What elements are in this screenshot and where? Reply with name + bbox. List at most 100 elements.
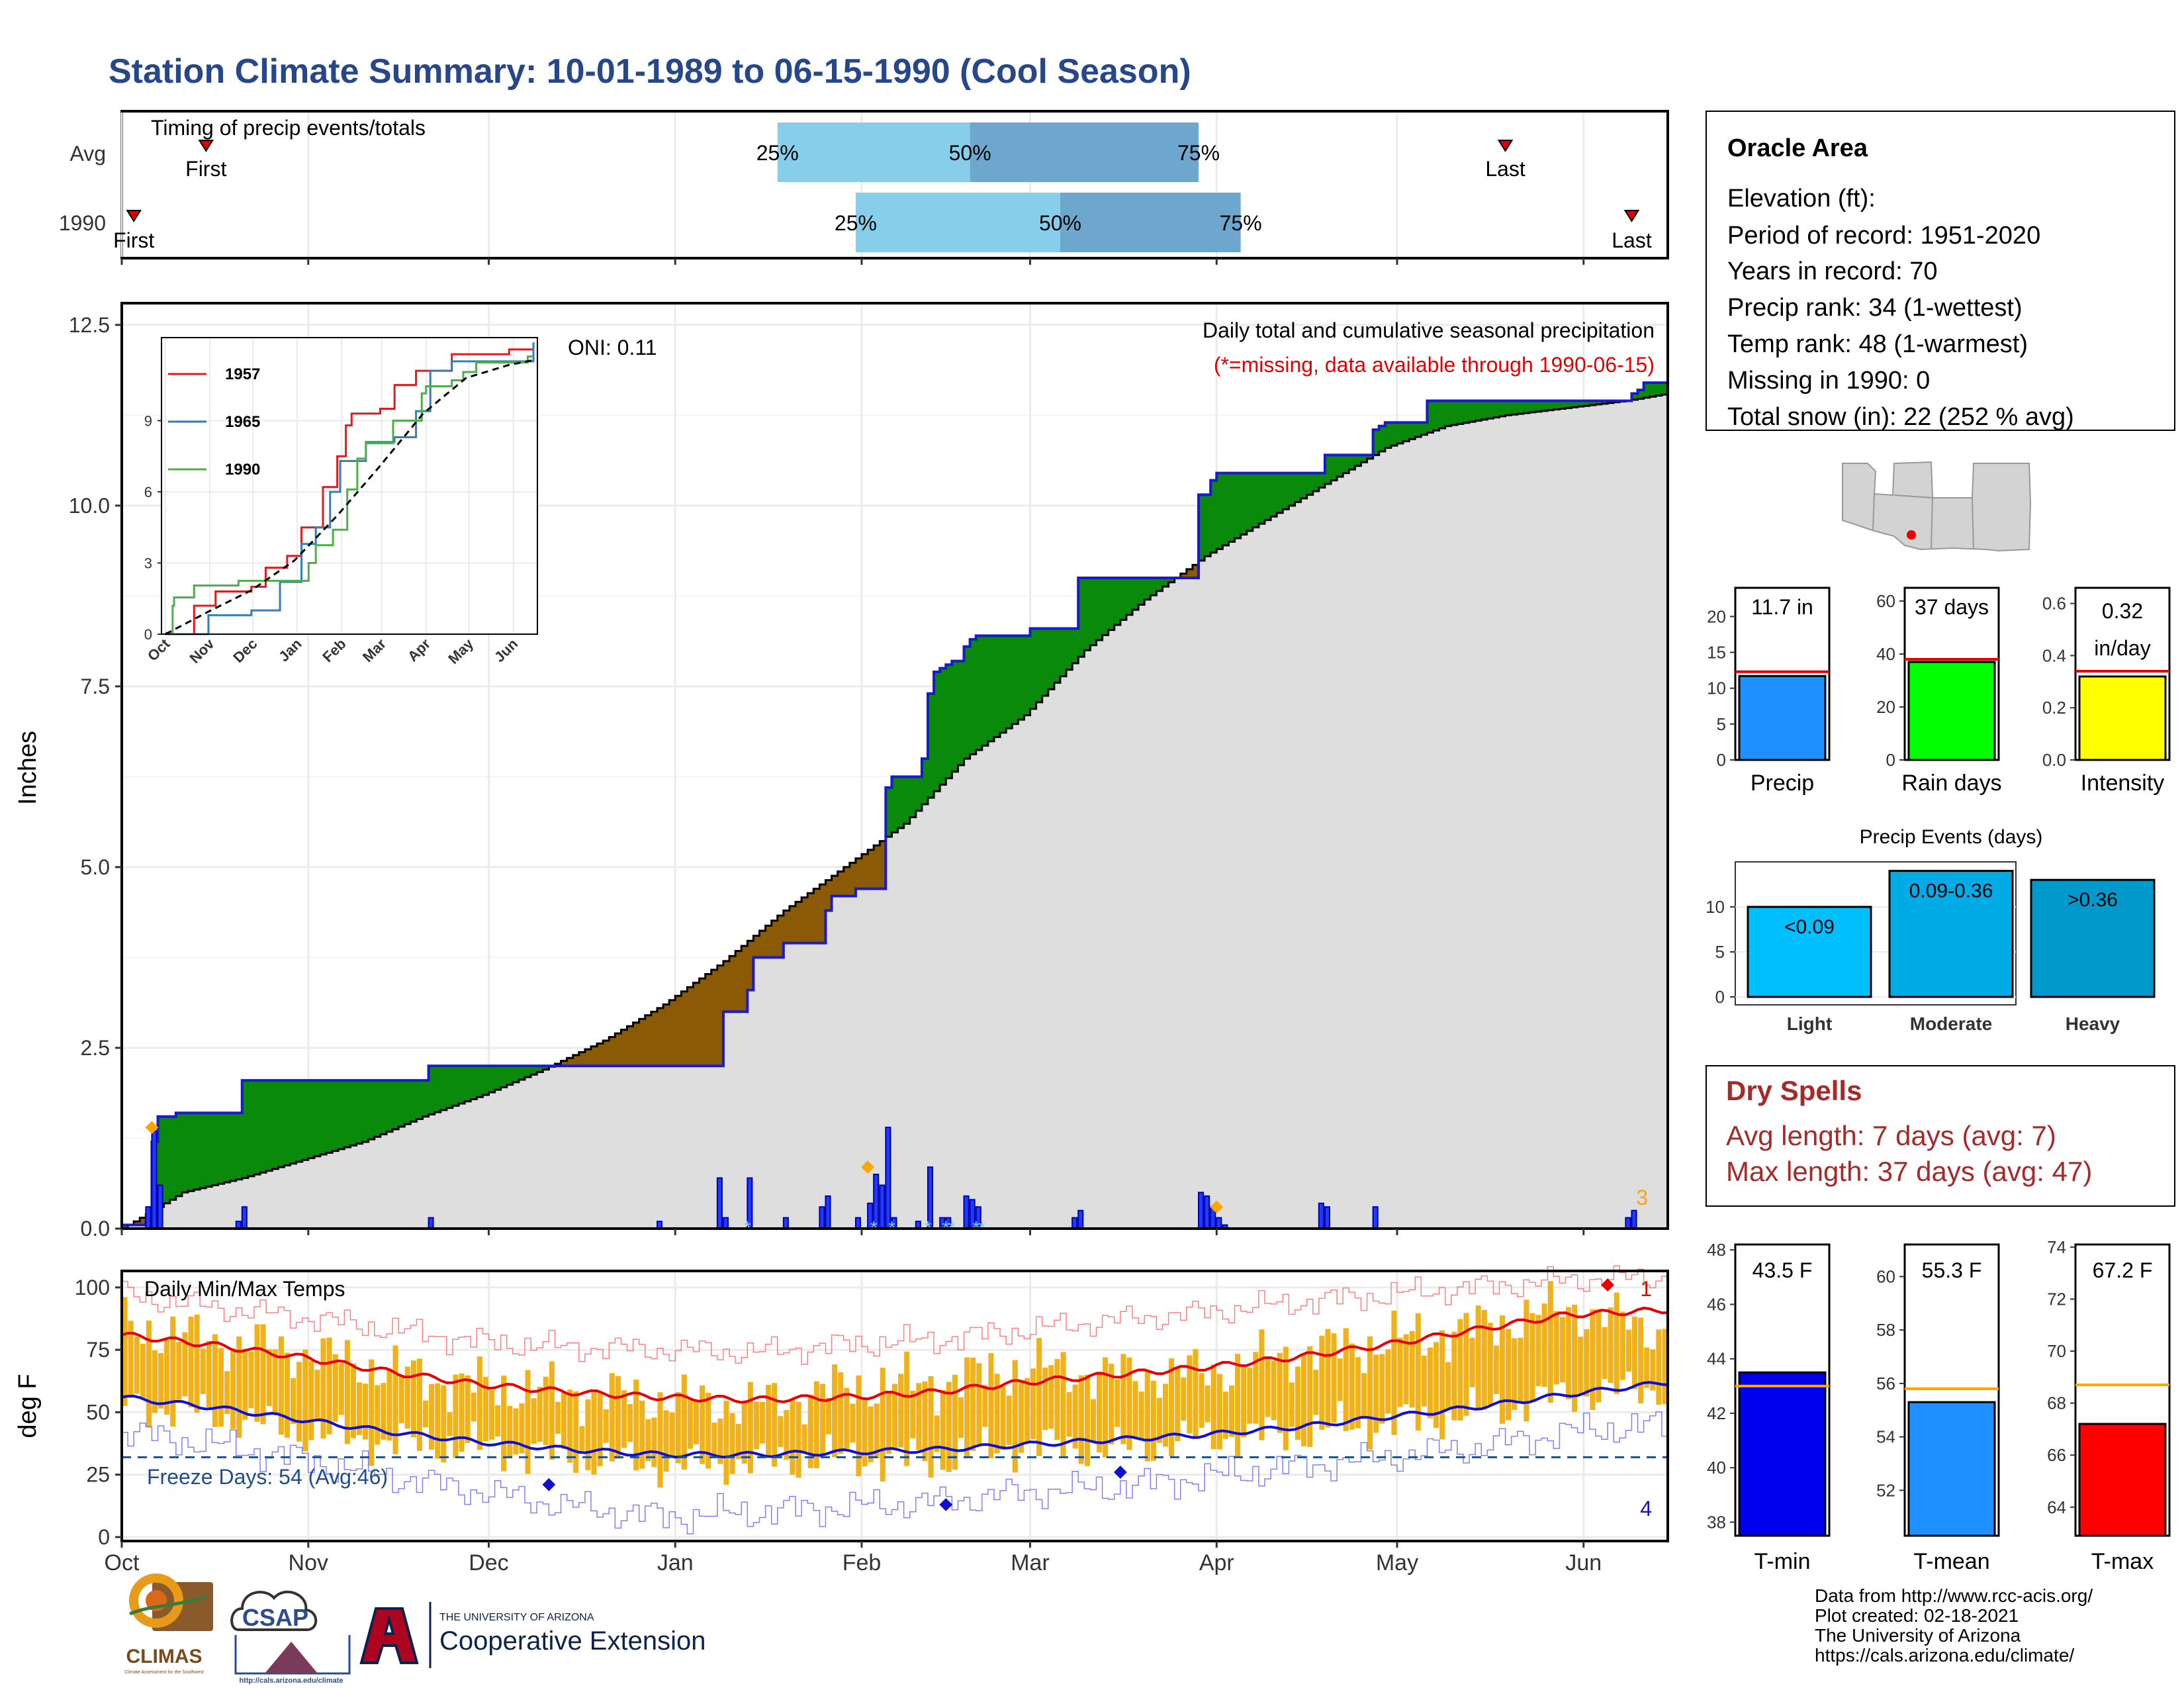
precip-y-axis-label: Inches — [14, 731, 42, 805]
above-normal-area — [1312, 473, 1320, 491]
daily-temp-bar — [1018, 1380, 1024, 1453]
y-tick-label: 5.0 — [81, 855, 110, 879]
daily-temp-bar — [1090, 1399, 1096, 1442]
above-normal-area — [1421, 422, 1428, 435]
above-normal-area — [218, 1113, 225, 1184]
daily-temp-bar — [1619, 1311, 1625, 1380]
above-normal-area — [1205, 494, 1211, 557]
above-normal-area — [500, 1066, 508, 1088]
above-normal-area — [1631, 393, 1639, 400]
daily-temp-bar — [633, 1380, 639, 1471]
daily-temp-bar — [1325, 1329, 1331, 1428]
locator-map — [1842, 459, 2032, 565]
dry-spells-avg: Avg length: 7 days (avg: 7) — [1726, 1120, 2056, 1151]
above-normal-area — [1156, 578, 1163, 591]
dry-spells-max: Max length: 37 days (avg: 47) — [1726, 1156, 2092, 1187]
credit-line: Plot created: 02-18-2021 — [1815, 1605, 2019, 1626]
daily-temp-bar — [465, 1375, 471, 1443]
daily-temp-bar — [1349, 1343, 1355, 1430]
above-normal-area — [531, 1066, 537, 1075]
daily-temp-bar — [579, 1426, 585, 1451]
above-normal-area — [169, 1116, 177, 1200]
inset-y-tick-label: 0 — [144, 626, 152, 643]
daily-precip-bar — [879, 1184, 886, 1229]
above-normal-area — [1409, 422, 1416, 440]
daily-temp-bar — [1427, 1347, 1433, 1419]
daily-temp-bar — [206, 1340, 212, 1407]
daily-temp-bar — [170, 1316, 176, 1427]
above-normal-area — [1337, 455, 1343, 477]
timing-avg-75-label: 75% — [1177, 141, 1220, 165]
below-normal-area — [699, 978, 706, 1066]
above-normal-area — [236, 1113, 243, 1180]
daily-temp-bar — [1415, 1313, 1421, 1431]
daily-temp-bar — [832, 1364, 838, 1458]
below-normal-area — [705, 974, 712, 1066]
below-normal-area — [572, 1055, 580, 1066]
temp-bar-y-tick-label: 48 — [1707, 1240, 1726, 1260]
above-normal-area — [1114, 578, 1121, 626]
below-normal-area — [651, 1011, 658, 1066]
above-normal-area — [1036, 628, 1043, 702]
normal-cumulative-area — [122, 393, 1668, 1229]
x-tick-label: Nov — [289, 1550, 328, 1575]
daily-temp-bar — [1277, 1352, 1283, 1433]
events-y-tick-label: 5 — [1715, 942, 1725, 962]
above-normal-area — [1373, 430, 1380, 455]
above-normal-area — [194, 1113, 201, 1190]
station-location-marker — [1907, 530, 1916, 539]
daily-temp-bar — [1271, 1360, 1277, 1421]
record-low-marker — [542, 1477, 556, 1491]
daily-temp-bar — [1608, 1307, 1614, 1383]
temp-bar-label: T-max — [2091, 1549, 2154, 1574]
below-normal-area — [874, 845, 880, 889]
daily-temp-bar — [627, 1403, 633, 1442]
below-normal-area — [1186, 569, 1193, 579]
below-normal-area — [663, 1004, 670, 1066]
daily-temp-bar — [308, 1360, 314, 1440]
temp-bar-y-tick-label: 72 — [2047, 1289, 2066, 1309]
above-normal-area — [338, 1080, 345, 1149]
above-normal-area — [212, 1113, 219, 1186]
below-normal-area — [843, 867, 850, 896]
below-normal-area — [868, 849, 874, 889]
info-line: Period of record: 1951-2020 — [1727, 222, 2040, 250]
footer-credits: Data from http://www.rcc-acis.org/ Plot … — [1815, 1585, 2093, 1665]
daily-temp-bar — [1066, 1391, 1072, 1437]
timing-avg-first-label: First — [185, 157, 226, 181]
daily-temp-bar — [1241, 1365, 1247, 1437]
above-normal-area — [477, 1066, 483, 1098]
precip-events-title: Precip Events (days) — [1860, 826, 2043, 848]
daily-temp-bar — [868, 1406, 874, 1462]
above-normal-area — [482, 1066, 490, 1095]
daily-temp-bar — [1439, 1330, 1445, 1440]
timing-avg-last-label: Last — [1485, 157, 1525, 181]
daily-temp-bar — [759, 1401, 766, 1444]
above-normal-area — [921, 759, 929, 804]
ua-logo-small-text: THE UNIVERSITY OF ARIZONA — [439, 1612, 594, 1623]
mini-y-tick-label: 20 — [1707, 606, 1726, 626]
daily-temp-bar — [1169, 1358, 1175, 1457]
below-normal-area — [567, 1058, 574, 1066]
daily-temp-bar — [1644, 1347, 1650, 1388]
daily-temp-bar — [1175, 1368, 1181, 1442]
mini-bar-value: 11.7 in — [1751, 595, 1813, 619]
above-normal-area — [934, 672, 940, 792]
daily-temp-bar — [1391, 1310, 1397, 1435]
daily-temp-bar — [891, 1383, 898, 1448]
daily-temp-bar — [459, 1373, 465, 1452]
mini-y-tick-label: 0.2 — [2042, 698, 2066, 718]
daily-temp-bar — [266, 1349, 272, 1407]
mini-bar-intensity — [2078, 675, 2167, 761]
x-tick-label: Feb — [842, 1550, 882, 1575]
above-normal-area — [440, 1066, 447, 1110]
above-normal-area — [886, 787, 893, 837]
mini-y-tick-label: 5 — [1717, 714, 1726, 734]
above-normal-area — [1048, 628, 1055, 690]
daily-temp-bar — [1042, 1367, 1048, 1430]
above-normal-area — [1240, 473, 1248, 535]
y-tick-label: 12.5 — [69, 313, 110, 337]
precip-event-bar-text: 0.09-0.36 — [1909, 880, 1993, 902]
timing-bar-q1 — [777, 122, 970, 182]
daily-temp-bar — [1024, 1378, 1030, 1442]
